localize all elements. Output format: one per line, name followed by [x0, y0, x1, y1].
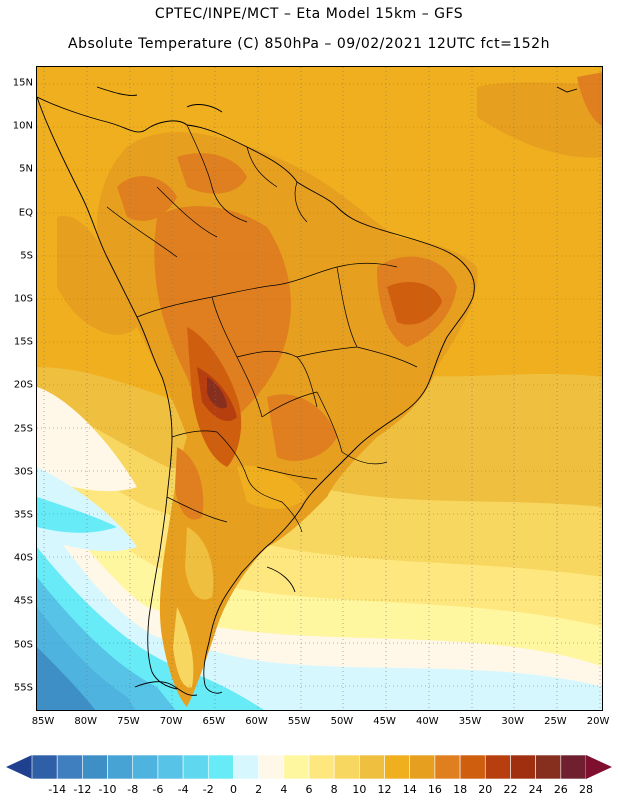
lon-label-80w: 80W	[74, 716, 97, 727]
lon-label-85w: 85W	[31, 716, 55, 727]
colorbar-label: -14	[48, 783, 67, 796]
colorbar-label: 4	[280, 783, 288, 796]
lat-label-10n: 10N	[12, 120, 33, 132]
colorbar-label: 20	[478, 783, 493, 796]
colorbar-label: -8	[127, 783, 139, 796]
colorbar-label: -2	[202, 783, 214, 796]
colorbar-swatch	[510, 754, 536, 780]
lat-label-45s: 45S	[13, 595, 33, 607]
colorbar-swatch	[82, 754, 108, 780]
lat-label-20s: 20S	[13, 379, 33, 391]
lat-label-5n: 5N	[19, 163, 33, 175]
colorbar-swatch	[56, 754, 83, 780]
colorbar-swatch	[182, 754, 209, 780]
colorbar-swatch	[283, 754, 310, 780]
lon-label-50w: 50W	[330, 716, 354, 727]
lat-label-15n: 15N	[12, 77, 33, 89]
lon-label-40w: 40W	[415, 716, 439, 727]
colorbar-low-arrow	[6, 755, 32, 779]
colorbar-label: -12	[73, 783, 92, 796]
colorbar-swatch	[157, 754, 184, 780]
colorbar-swatch	[107, 754, 134, 780]
colorbar-label: 14	[402, 783, 417, 796]
lon-label-70w: 70W	[159, 716, 183, 727]
colorbar-swatch	[258, 754, 285, 780]
lat-label-55s: 55S	[13, 682, 33, 694]
colorbar-label: 18	[453, 783, 468, 796]
colorbar-label: -6	[152, 783, 164, 796]
colorbar-label: 16	[427, 783, 442, 796]
map-title-model: CPTEC/INPE/MCT – Eta Model 15km – GFS	[154, 6, 464, 22]
colorbar-swatch	[132, 754, 159, 780]
colorbar-swatch	[207, 754, 234, 780]
colorbar-label: -4	[177, 783, 189, 796]
colorbar-label: 28	[579, 783, 593, 796]
colorbar-swatch	[333, 754, 360, 780]
colorbar-label: 12	[377, 783, 392, 796]
colorbar-swatch	[308, 754, 335, 780]
colorbar-swatch	[233, 754, 259, 780]
colorbar-label: 0	[229, 783, 237, 796]
colorbar-label: 26	[553, 783, 568, 796]
lon-label-60w: 60W	[245, 716, 268, 727]
colorbar-swatch	[384, 754, 411, 780]
colorbar-label: -10	[98, 783, 117, 796]
colorbar-label: 10	[352, 783, 367, 796]
map-title-variable: Absolute Temperature (C) 850hPa – 09/02/…	[68, 36, 550, 52]
lat-label-eq: EQ	[18, 207, 33, 219]
lon-label-30w: 30W	[501, 716, 524, 727]
lat-label-40s: 40S	[13, 552, 33, 564]
lon-label-20w: 20W	[586, 716, 610, 727]
colorbar-swatch	[409, 754, 436, 780]
lon-label-25w: 25W	[544, 716, 567, 727]
colorbar-swatch	[484, 754, 511, 780]
colorbar-swatch	[560, 754, 587, 780]
colorbar-swatch	[359, 754, 385, 780]
colorbar-swatch	[434, 754, 461, 780]
colorbar-label: 6	[305, 783, 313, 796]
colorbar-swatch	[31, 754, 58, 780]
lon-label-55w: 55W	[287, 716, 311, 727]
colorbar-label: 22	[503, 783, 518, 796]
lat-label-30s: 30S	[13, 466, 33, 478]
lat-label-50s: 50S	[13, 639, 33, 651]
lon-label-65w: 65W	[202, 716, 226, 727]
colorbar-label: 2	[255, 783, 263, 796]
temperature-map[interactable]	[36, 66, 603, 711]
lat-label-15s: 15S	[13, 336, 33, 348]
colorbar-label: 8	[330, 783, 338, 796]
lon-label-75w: 75W	[117, 716, 140, 727]
colorbar-label: 24	[528, 783, 543, 796]
lat-label-25s: 25S	[13, 423, 33, 435]
lat-label-5s: 5S	[20, 250, 33, 262]
lon-label-45w: 45W	[373, 716, 396, 727]
lat-label-10s: 10S	[13, 293, 33, 305]
lon-label-35w: 35W	[458, 716, 482, 727]
colorbar-swatch	[459, 754, 486, 780]
colorbar-high-arrow	[586, 755, 612, 779]
lat-label-35s: 35S	[13, 509, 33, 521]
colorbar-swatch	[535, 754, 562, 780]
